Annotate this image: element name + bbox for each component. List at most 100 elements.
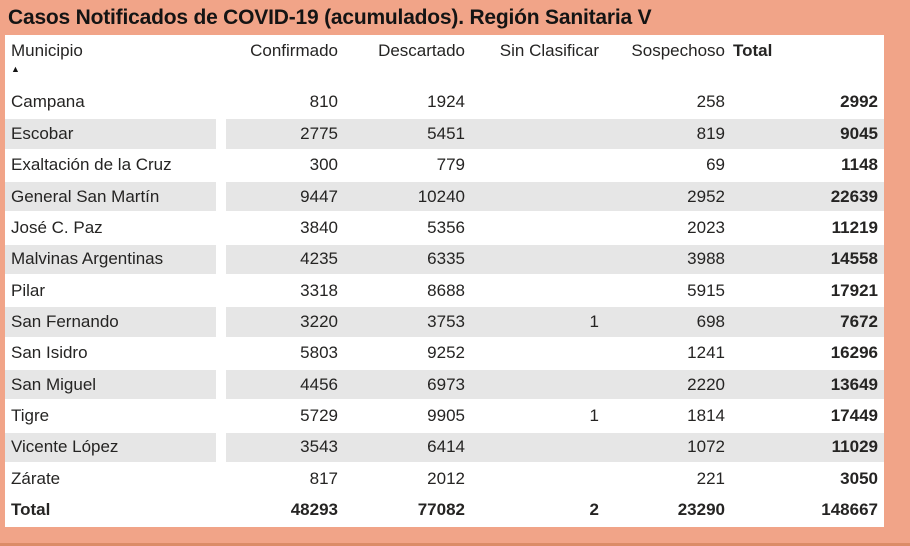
cell-sin-clasificar <box>471 181 605 214</box>
column-header-label: Municipio <box>11 41 83 60</box>
column-header-municipio[interactable]: Municipio ▲ <box>5 35 216 87</box>
cell-confirmado: 9447 <box>226 181 344 214</box>
table-row-exaltacion[interactable]: Exaltación de la Cruz 300 779 69 1148 <box>5 149 884 183</box>
cell-municipio: José C. Paz <box>5 212 216 245</box>
column-gap <box>216 212 226 245</box>
cell-total: 7672 <box>731 306 884 339</box>
cell-descartado: 9252 <box>344 337 471 371</box>
table-row-zarate[interactable]: Zárate 817 2012 221 3050 <box>5 463 884 496</box>
column-gap <box>216 118 226 151</box>
cell-municipio: Pilar <box>5 275 216 308</box>
cell-sospechoso: 69 <box>605 149 731 183</box>
column-header-descartado[interactable]: Descartado <box>378 41 465 60</box>
cell-confirmado: 817 <box>226 463 344 496</box>
cell-total: 13649 <box>731 369 884 402</box>
cell-municipio: Exaltación de la Cruz <box>5 149 216 183</box>
cell-sin-clasificar <box>471 212 605 245</box>
cell-descartado: 2012 <box>344 463 471 496</box>
cell-sospechoso: 2023 <box>605 212 731 245</box>
cell-total: 22639 <box>731 181 884 214</box>
cell-confirmado: 5729 <box>226 400 344 433</box>
cell-sin-clasificar <box>471 87 605 120</box>
cell-sin-clasificar <box>471 275 605 308</box>
cell-descartado: 779 <box>344 149 471 183</box>
cell-municipio: Vicente López <box>5 431 216 465</box>
column-header-sospechoso[interactable]: Sospechoso <box>631 41 725 60</box>
cell-descartado: 6973 <box>344 369 471 402</box>
cell-sospechoso: 2220 <box>605 369 731 402</box>
cell-municipio: General San Martín <box>5 181 216 214</box>
cell-descartado: 8688 <box>344 275 471 308</box>
cell-sospechoso: 1072 <box>605 431 731 465</box>
cell-sospechoso: 819 <box>605 118 731 151</box>
sort-ascending-icon: ▲ <box>11 64 20 74</box>
cell-sin-clasificar <box>471 243 605 277</box>
cell-sin-clasificar: 1 <box>471 400 605 433</box>
cell-descartado: 9905 <box>344 400 471 433</box>
cell-sin-clasificar <box>471 369 605 402</box>
cell-sin-clasificar <box>471 463 605 496</box>
table-row-escobar[interactable]: Escobar 2775 5451 819 9045 <box>5 118 884 151</box>
cell-confirmado: 3543 <box>226 431 344 465</box>
table-row-vicente-lopez[interactable]: Vicente López 3543 6414 1072 11029 <box>5 431 884 465</box>
column-gap <box>216 243 226 277</box>
column-gap <box>216 431 226 465</box>
cell-total: 11029 <box>731 431 884 465</box>
frame-bottom-edge <box>0 543 910 546</box>
cell-total: 16296 <box>731 337 884 371</box>
column-gap <box>216 87 226 120</box>
cell-confirmado: 3840 <box>226 212 344 245</box>
cell-municipio: Zárate <box>5 463 216 496</box>
cell-total: 17449 <box>731 400 884 433</box>
cell-descartado: 6335 <box>344 243 471 277</box>
column-header-total[interactable]: Total <box>733 41 773 60</box>
table-row-general-san-martin[interactable]: General San Martín 9447 10240 2952 22639 <box>5 181 884 214</box>
column-gap <box>216 400 226 433</box>
column-gap <box>216 35 226 87</box>
cell-descartado: 3753 <box>344 306 471 339</box>
cell-sospechoso: 5915 <box>605 275 731 308</box>
cell-sin-clasificar <box>471 337 605 371</box>
column-header-sin-clasificar[interactable]: Sin Clasificar <box>499 41 599 60</box>
cell-total: 2992 <box>731 87 884 120</box>
cell-municipio: San Miguel <box>5 369 216 402</box>
cell-municipio: Total <box>5 494 216 527</box>
cell-descartado: 6414 <box>344 431 471 465</box>
cell-descartado: 5451 <box>344 118 471 151</box>
table-row-san-miguel[interactable]: San Miguel 4456 6973 2220 13649 <box>5 369 884 402</box>
table-row-san-fernando[interactable]: San Fernando 3220 3753 1 698 7672 <box>5 306 884 339</box>
cell-total: 14558 <box>731 243 884 277</box>
table-row-total[interactable]: Total 48293 77082 2 23290 148667 <box>5 494 884 527</box>
table-row-san-isidro[interactable]: San Isidro 5803 9252 1241 16296 <box>5 337 884 371</box>
cell-sospechoso: 3988 <box>605 243 731 277</box>
column-gap <box>216 275 226 308</box>
table-row-tigre[interactable]: Tigre 5729 9905 1 1814 17449 <box>5 400 884 433</box>
cell-municipio: Escobar <box>5 118 216 151</box>
cell-sospechoso: 258 <box>605 87 731 120</box>
table-row-malvinas-argentinas[interactable]: Malvinas Argentinas 4235 6335 3988 14558 <box>5 243 884 277</box>
header-row: Municipio ▲ Confirmado Descartado Sin Cl… <box>5 35 884 87</box>
cell-descartado: 10240 <box>344 181 471 214</box>
cell-sospechoso: 1241 <box>605 337 731 371</box>
visual-title: Casos Notificados de COVID-19 (acumulado… <box>0 0 910 35</box>
table-row-pilar[interactable]: Pilar 3318 8688 5915 17921 <box>5 275 884 308</box>
cell-descartado: 1924 <box>344 87 471 120</box>
cell-sospechoso: 23290 <box>605 494 731 527</box>
column-header-confirmado[interactable]: Confirmado <box>250 41 338 60</box>
column-gap <box>216 369 226 402</box>
table-row-campana[interactable]: Campana 810 1924 258 2992 <box>5 87 884 120</box>
visual-title-text: Casos Notificados de COVID-19 (acumulado… <box>8 5 652 29</box>
table-row-jose-c-paz[interactable]: José C. Paz 3840 5356 2023 11219 <box>5 212 884 245</box>
cell-descartado: 77082 <box>344 494 471 527</box>
data-table: Municipio ▲ Confirmado Descartado Sin Cl… <box>5 35 884 527</box>
cell-confirmado: 3318 <box>226 275 344 308</box>
cell-municipio: Malvinas Argentinas <box>5 243 216 277</box>
cell-descartado: 5356 <box>344 212 471 245</box>
cell-total: 9045 <box>731 118 884 151</box>
cell-municipio: San Isidro <box>5 337 216 371</box>
column-gap <box>216 306 226 339</box>
cell-sospechoso: 698 <box>605 306 731 339</box>
cell-municipio: Tigre <box>5 400 216 433</box>
cell-total: 148667 <box>731 494 884 527</box>
